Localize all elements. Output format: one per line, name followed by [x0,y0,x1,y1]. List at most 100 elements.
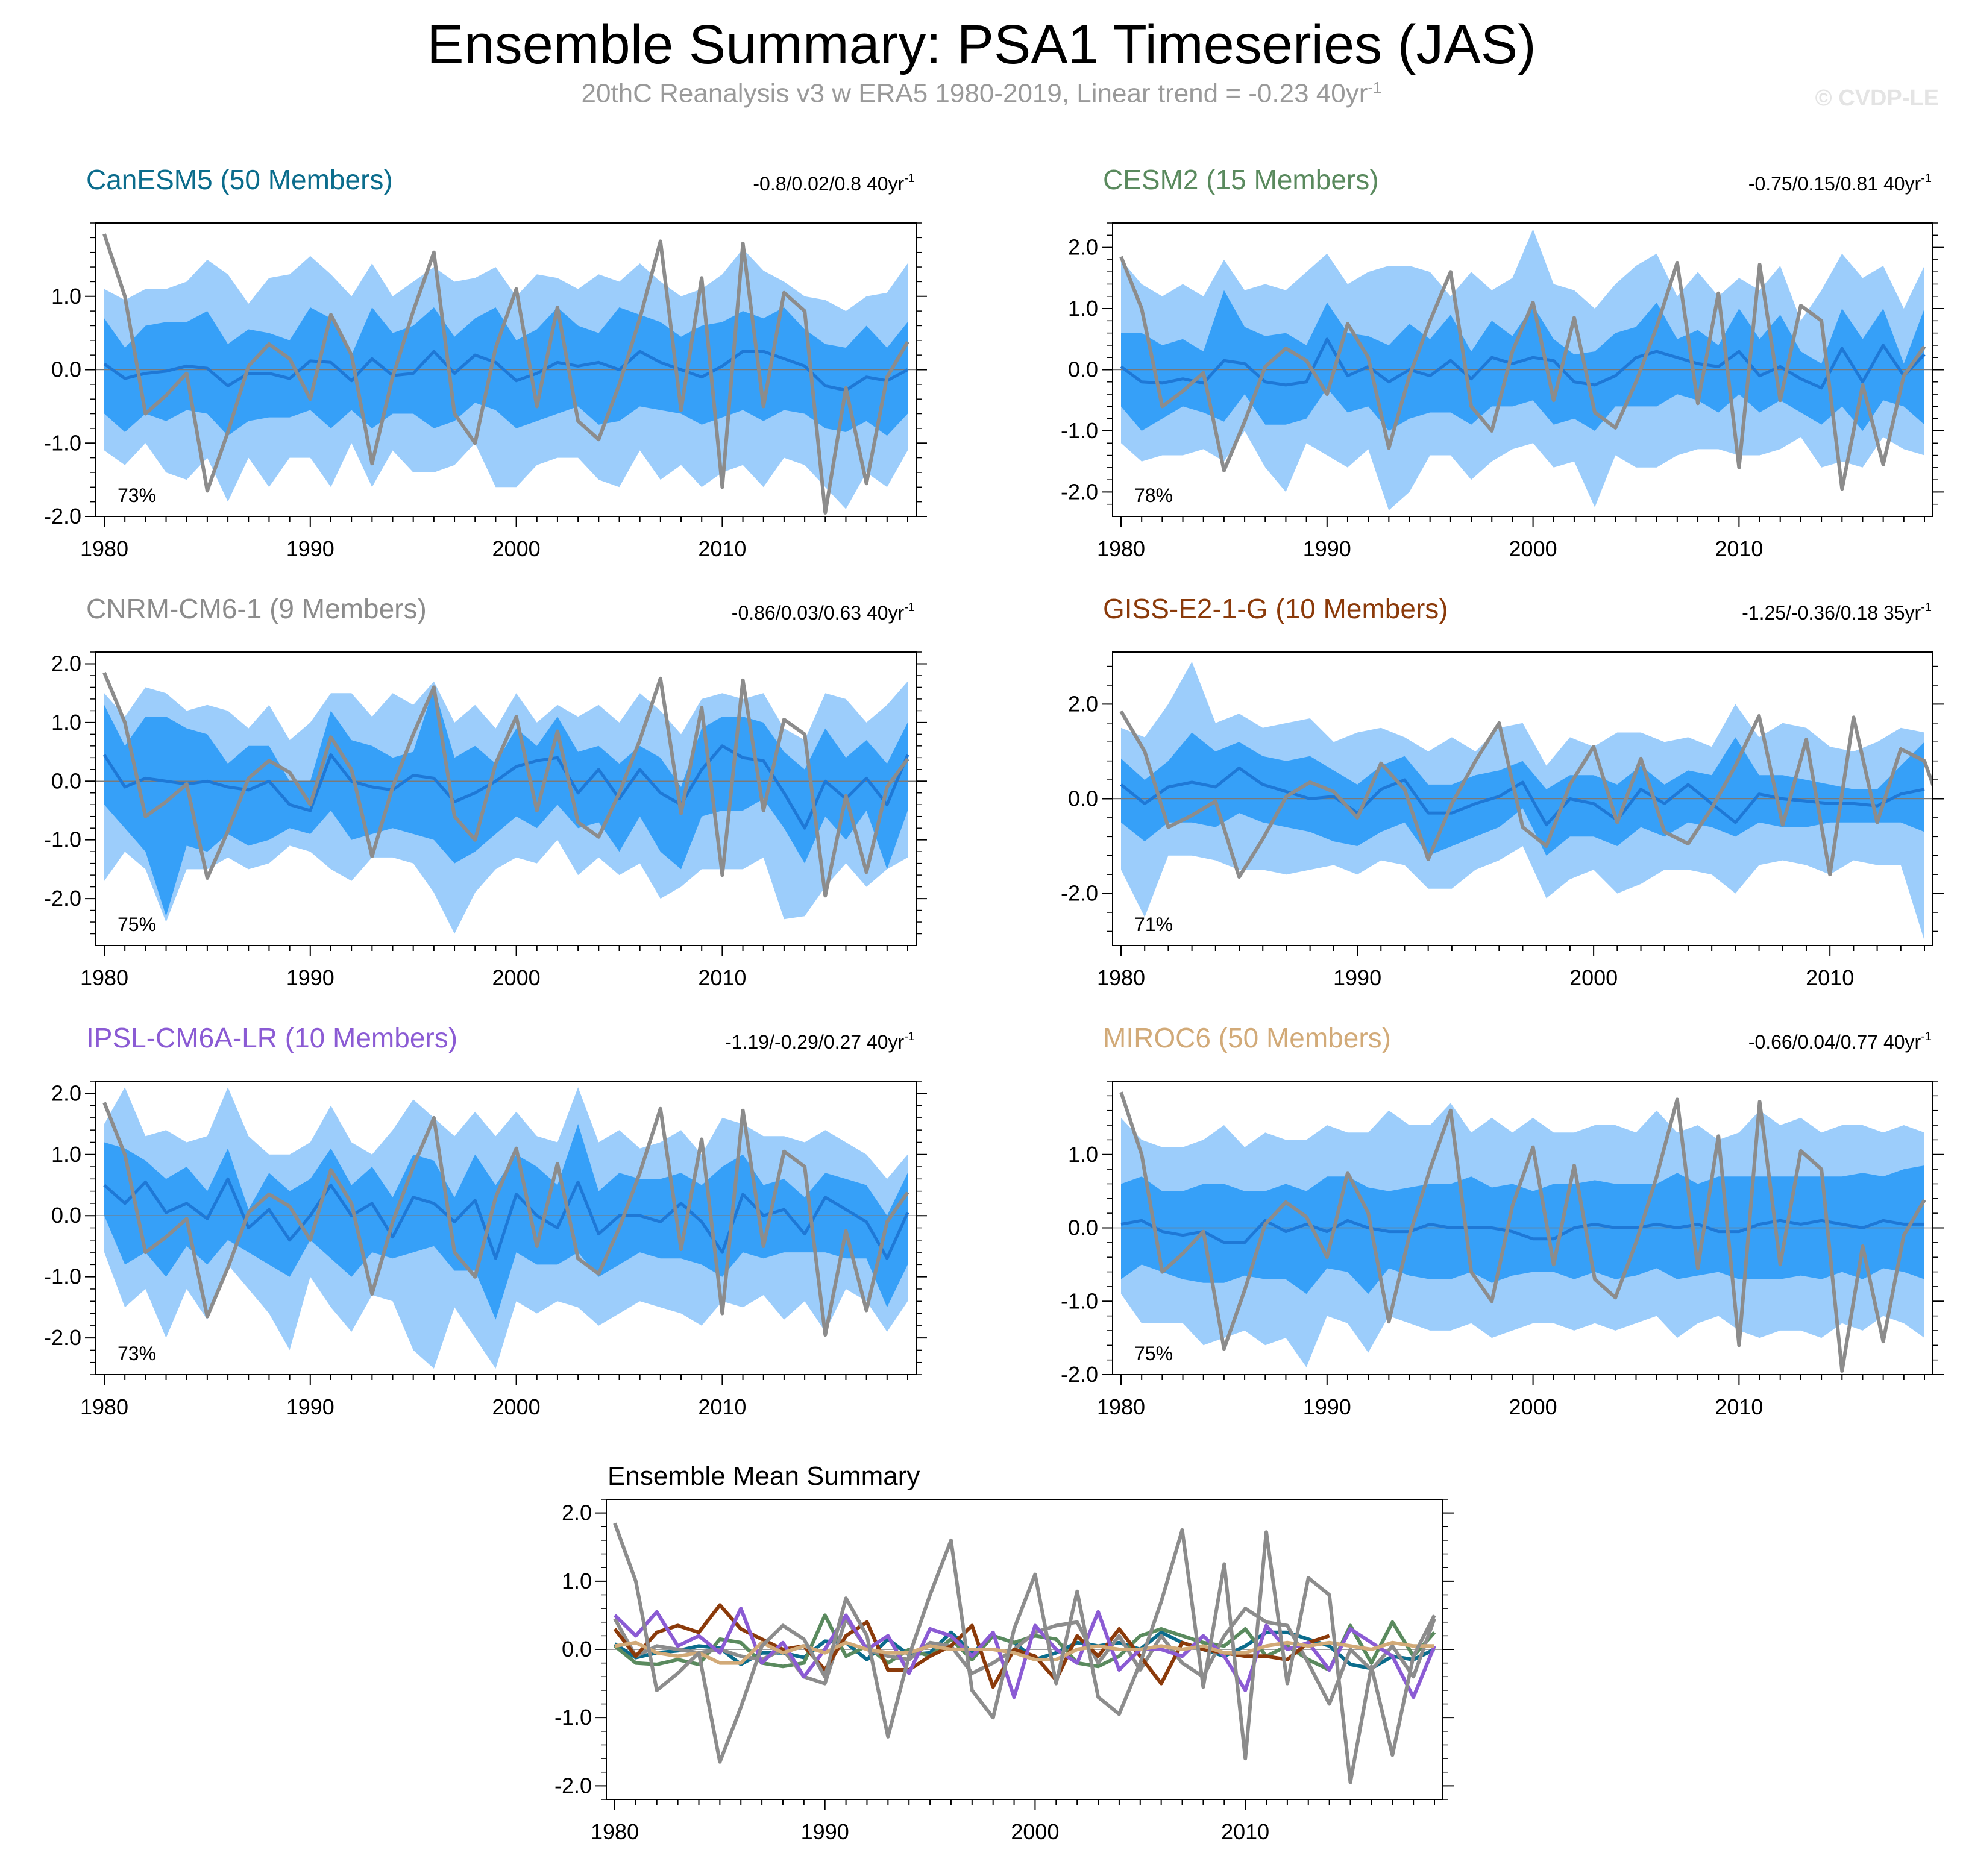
y-tick-label: -1.0 [1061,418,1098,443]
percent-label: 71% [1134,914,1173,935]
x-tick-label: 1980 [1097,1394,1145,1419]
y-tick-label: -2.0 [1061,1362,1098,1387]
trend-label: -1.19/-0.29/0.27 40yr-1 [725,1030,915,1053]
observed-line [1119,710,1933,879]
y-tick-label: 0.0 [1068,1216,1098,1240]
y-tick-label: 0.0 [51,357,81,382]
percent-label: 75% [118,914,156,935]
x-tick-label: 2000 [1509,536,1557,561]
panel-title: IPSL-CM6A-LR (10 Members) [86,1022,457,1053]
panel-title: CNRM-CM6-1 (9 Members) [86,593,427,624]
x-tick-label: 1980 [1097,965,1145,990]
percent-label: 73% [118,485,156,506]
ensemble-mean-line [103,1177,909,1260]
panel-frame [95,651,917,946]
trend-value: -1.25/-0.36/0.18 35yr [1742,602,1921,624]
x-tick-label: 2010 [698,1394,746,1419]
x-tick-label: 2010 [1715,1394,1763,1419]
figure-subtitle: 20thC Reanalysis v3 w ERA5 1980-2019, Li… [0,78,1963,109]
x-tick-label: 2000 [492,536,541,561]
x-tick-label: 2000 [492,1394,541,1419]
x-tick-label: 2000 [1011,1819,1059,1844]
observed-line [1119,1091,1926,1373]
y-tick-label: 2.0 [562,1501,592,1525]
x-tick-label: 2000 [1569,965,1618,990]
x-tick-label: 1990 [1333,965,1381,990]
y-tick-label: -2.0 [554,1773,592,1798]
panel-title: MIROC6 (50 Members) [1103,1022,1391,1053]
trend-value: -0.75/0.15/0.81 40yr [1748,173,1921,195]
y-tick-label: 0.0 [1068,357,1098,382]
y-tick-label: -1.0 [44,1264,81,1289]
plot-area [96,1087,916,1369]
x-tick-label: 1980 [1097,536,1145,561]
y-tick-label: 1.0 [1068,1142,1098,1167]
trend-label: -0.8/0.02/0.8 40yr-1 [753,172,915,195]
x-tick-label: 2010 [1221,1819,1269,1844]
trend-value: -0.8/0.02/0.8 40yr [753,173,904,195]
x-tick-label: 2000 [1509,1394,1557,1419]
percent-label: 75% [1134,1343,1173,1364]
trend-exponent: -1 [904,172,915,185]
band-25-75 [1121,732,1924,856]
panel-MIROC6: MIROC6 (50 Members) -0.66/0.04/0.77 40yr-… [1061,1022,1944,1419]
summary-title: Ensemble Mean Summary [608,1461,920,1491]
panel-IPSL-CM6A-LR: IPSL-CM6A-LR (10 Members) -1.19/-0.29/0.2… [44,1022,927,1419]
x-tick-label: 1980 [80,1394,128,1419]
percent-label: 73% [118,1343,156,1364]
trend-exponent: -1 [904,601,915,614]
x-tick-label: 1990 [801,1819,849,1844]
y-tick-label: 1.0 [51,1142,81,1167]
series-line-MIROC6 [614,1640,1434,1665]
y-tick-label: -1.0 [1061,1288,1098,1313]
x-tick-label: 1980 [591,1819,639,1844]
trend-value: -1.19/-0.29/0.27 40yr [725,1031,904,1053]
trend-label: -1.25/-0.36/0.18 35yr-1 [1742,601,1932,624]
copyright-watermark: © CVDP-LE [1815,86,1939,111]
y-tick-label: 2.0 [1068,235,1098,260]
ensemble-mean-line [1120,337,1926,390]
panel-title: CESM2 (15 Members) [1103,164,1379,195]
trend-label: -0.75/0.15/0.81 40yr-1 [1748,172,1932,195]
y-tick-label: -2.0 [44,1325,81,1350]
observed-line [102,671,909,898]
plot-area [606,1522,1443,1784]
panel-CNRM-CM6-1: CNRM-CM6-1 (9 Members) -0.86/0.03/0.63 40… [44,593,927,990]
x-tick-label: 1990 [286,536,334,561]
trend-label: -0.66/0.04/0.77 40yr-1 [1748,1030,1932,1053]
y-tick-label: -2.0 [44,886,81,911]
subtitle-exponent: -1 [1368,78,1382,96]
y-tick-label: 2.0 [51,1081,81,1105]
y-tick-label: -2.0 [1061,881,1098,906]
panel-title: GISS-E2-1-G (10 Members) [1103,593,1448,624]
x-tick-label: 1990 [286,965,334,990]
plot-area [1113,661,1933,941]
panel-CanESM5: CanESM5 (50 Members) -0.8/0.02/0.8 40yr-1… [44,164,927,561]
x-tick-label: 2010 [698,965,746,990]
series-line-obs [613,1522,1436,1784]
trend-value: -0.66/0.04/0.77 40yr [1748,1031,1921,1053]
y-tick-label: 1.0 [51,284,81,309]
trend-label: -0.86/0.03/0.63 40yr-1 [732,601,915,624]
subtitle-text: 20thC Reanalysis v3 w ERA5 1980-2019, Li… [581,78,1368,108]
x-tick-label: 1980 [80,536,128,561]
y-tick-label: -2.0 [1061,479,1098,504]
y-tick-label: 1.0 [1068,296,1098,321]
x-tick-label: 2010 [1715,536,1763,561]
x-tick-label: 1980 [80,965,128,990]
panel-CESM2: CESM2 (15 Members) -0.75/0.15/0.81 40yr-1… [1061,164,1944,561]
trend-exponent: -1 [1921,1030,1932,1043]
y-tick-label: 0.0 [51,1203,81,1228]
plot-area [96,671,916,934]
trend-exponent: -1 [1921,601,1932,614]
y-tick-label: 2.0 [51,651,81,676]
ensemble-mean-line [102,744,909,830]
y-tick-label: 1.0 [562,1569,592,1593]
observed-line [1119,256,1926,491]
plot-area [96,233,916,515]
y-tick-label: -1.0 [44,430,81,455]
y-tick-label: -1.0 [44,827,81,852]
y-tick-label: 0.0 [1068,786,1098,811]
y-tick-label: -2.0 [44,504,81,529]
